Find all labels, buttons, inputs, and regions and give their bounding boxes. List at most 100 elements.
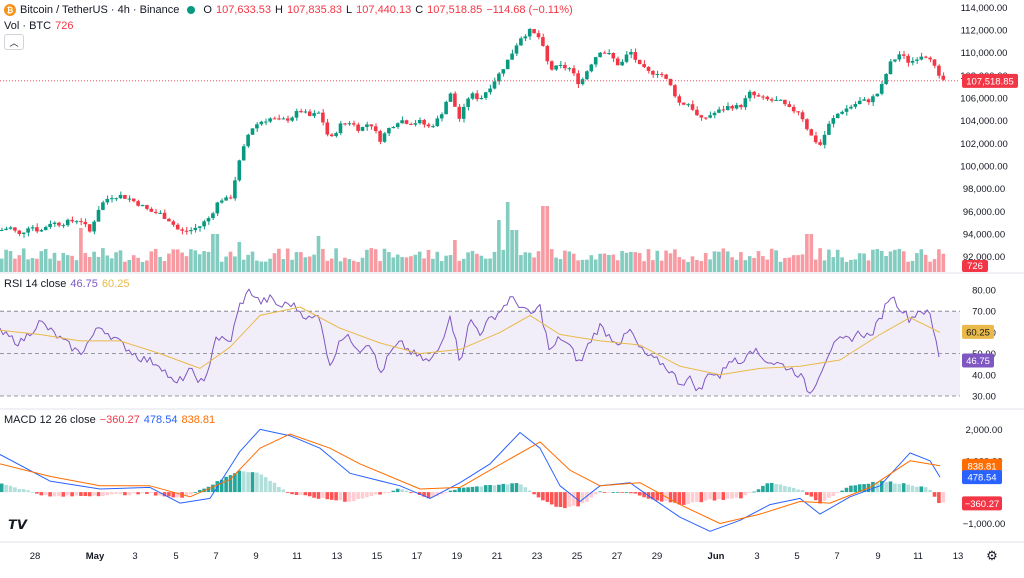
macd-hist-bar <box>329 492 334 500</box>
macd-hist-bar <box>840 490 844 493</box>
macd-hist-bar <box>919 486 924 493</box>
candle <box>171 221 176 225</box>
volume-label[interactable]: Vol · BTC <box>4 20 52 32</box>
volume-bar <box>30 258 35 272</box>
candle <box>765 96 770 100</box>
macd-hist-bar <box>827 492 831 498</box>
volume-bar <box>272 253 277 272</box>
rsi-name[interactable]: RSI 14 close <box>4 278 67 290</box>
symbol-title[interactable]: Bitcoin / TetherUS · 4h · Binance <box>20 4 180 16</box>
macd-hist-bar <box>457 487 462 493</box>
candle <box>48 223 52 228</box>
volume-bar <box>651 260 655 272</box>
candle <box>417 119 422 124</box>
candle <box>659 74 664 76</box>
volume-bar <box>598 253 602 272</box>
macd-hist-bar <box>629 492 633 494</box>
rsi-tick-label: 70.00 <box>972 307 996 318</box>
candle <box>505 59 510 70</box>
macd-hist-bar <box>404 490 409 493</box>
macd-hist-bar <box>127 492 132 496</box>
macd-legend: MACD 12 26 close −360.27 478.54 838.81 <box>4 414 215 426</box>
volume-bar <box>769 248 774 272</box>
candle <box>664 74 668 79</box>
volume-bar <box>514 230 519 272</box>
macd-hist-bar <box>778 484 783 493</box>
volume-bar <box>312 254 316 272</box>
candle <box>492 81 497 89</box>
volume-bar <box>224 256 228 272</box>
collapse-legend-button[interactable]: ︿ <box>4 34 24 50</box>
volume-bar <box>717 251 721 272</box>
macd-hist-bar <box>272 482 277 493</box>
candle <box>928 57 932 60</box>
macd-hist-bar <box>140 492 145 494</box>
candle <box>61 225 66 227</box>
candle <box>347 123 352 125</box>
macd-hist-bar <box>466 487 470 493</box>
macd-hist-bar <box>787 486 792 493</box>
macd-hist-bar <box>901 483 906 493</box>
macd-hist-bar <box>470 486 475 493</box>
macd-hist-bar <box>523 487 528 493</box>
macd-tick-label: −1,000.00 <box>963 519 1006 530</box>
candle <box>527 29 532 37</box>
candle <box>818 142 822 145</box>
macd-hist-bar <box>835 492 840 493</box>
macd-hist-bar <box>747 492 752 493</box>
volume-bar <box>483 258 488 272</box>
tradingview-logo-icon[interactable]: 𝙏𝙑 <box>8 518 27 533</box>
macd-hist-bar <box>620 492 624 493</box>
macd-hist-bar <box>483 485 488 493</box>
candle <box>558 64 563 66</box>
macd-tag <box>962 470 1002 485</box>
macd-hist-bar <box>501 483 506 493</box>
volume-bar <box>752 257 756 272</box>
macd-hist-bar <box>153 492 158 496</box>
volume-bar <box>937 249 941 272</box>
volume-bar <box>158 256 162 272</box>
time-tick-label: 13 <box>332 551 343 562</box>
low-label: L <box>346 4 353 16</box>
candle <box>356 124 360 131</box>
rsi-legend: RSI 14 close 46.75 60.25 <box>4 278 129 290</box>
rsi-tag-label: 46.75 <box>966 356 990 367</box>
candle <box>360 126 365 131</box>
time-tick-label: 23 <box>532 551 543 562</box>
macd-hist-bar <box>536 492 541 498</box>
volume-bar <box>329 258 334 272</box>
macd-hist-bar <box>893 483 897 493</box>
candle <box>510 53 514 60</box>
close-value: 107,518.85 <box>427 4 483 16</box>
candle <box>501 69 506 74</box>
candle <box>202 221 206 227</box>
macd-hist-bar <box>145 492 149 494</box>
candle <box>303 111 308 113</box>
candle <box>87 224 92 232</box>
volume-bar <box>136 257 140 272</box>
macd-hist-bar <box>343 492 347 502</box>
candle <box>439 114 444 119</box>
macd-hist-bar <box>334 492 338 501</box>
volume-bar <box>849 259 853 272</box>
open-label: O <box>203 4 212 16</box>
candle <box>189 230 193 232</box>
volume-bar <box>409 256 413 272</box>
volume-bar <box>721 248 726 272</box>
candle <box>79 221 83 223</box>
time-tick-label: 17 <box>412 551 423 562</box>
macd-hist-bar <box>175 492 180 498</box>
volume-bar <box>167 253 171 272</box>
volume-bar <box>796 255 800 272</box>
gear-icon[interactable]: ⚙ <box>986 548 998 563</box>
candle <box>629 51 633 55</box>
macd-hist-bar <box>752 491 756 493</box>
candle <box>747 91 752 99</box>
macd-hist-bar <box>13 487 17 493</box>
macd-name[interactable]: MACD 12 26 close <box>4 414 96 426</box>
macd-hist-bar <box>668 492 673 503</box>
volume-bar <box>202 251 206 272</box>
macd-hist-bar <box>347 492 352 502</box>
